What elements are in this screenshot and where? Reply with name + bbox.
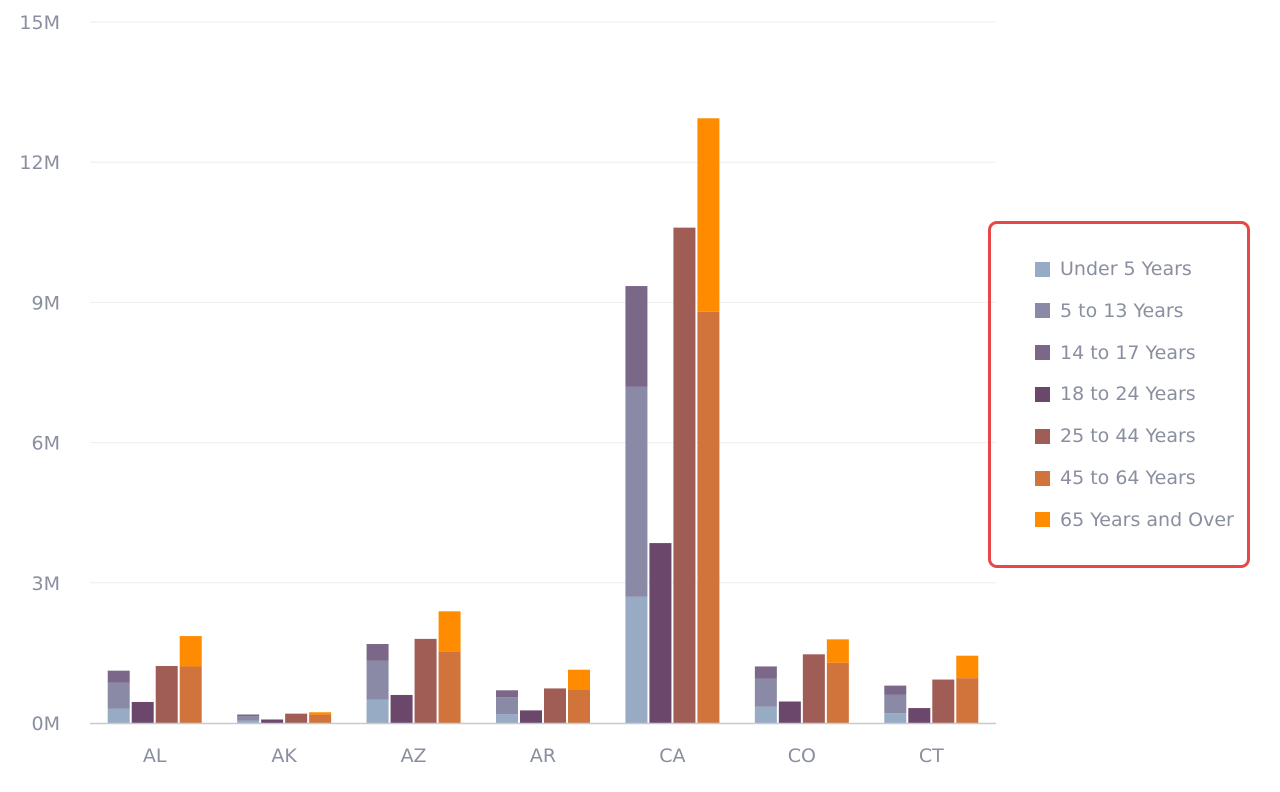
- bar-al-45-to-64-years: [179, 666, 202, 723]
- bar-ar-5-to-13-years: [496, 697, 518, 715]
- legend-label: 5 to 13 Years: [1060, 299, 1184, 322]
- legend-swatch: [1035, 345, 1050, 361]
- bar-az-65-years-and-over: [438, 611, 461, 652]
- y-tick-label: 6M: [32, 433, 60, 455]
- bar-az-under-5-years: [366, 699, 389, 723]
- bar-ct-under-5-years: [884, 713, 907, 723]
- bar-ar-65-years-and-over: [568, 669, 590, 690]
- x-tick-label: CO: [788, 745, 816, 767]
- bar-ct-14-to-17-years: [884, 685, 907, 695]
- bar-co-14-to-17-years: [754, 666, 777, 679]
- bar-co-65-years-and-over: [826, 639, 849, 663]
- bar-ct-65-years-and-over: [956, 655, 979, 679]
- legend-item[interactable]: 14 to 17 Years: [1035, 341, 1196, 365]
- x-tick-label: AK: [271, 745, 297, 767]
- bar-az-45-to-64-years: [438, 651, 461, 723]
- bar-ct-45-to-64-years: [956, 678, 979, 723]
- legend-item[interactable]: Under 5 Years: [1035, 257, 1192, 281]
- bar-ar-under-5-years: [496, 714, 518, 723]
- bar-ak-18-to-24-years: [261, 719, 284, 723]
- y-tick-label: 15M: [19, 12, 60, 34]
- legend-swatch: [1035, 428, 1050, 444]
- x-tick-label: CA: [659, 745, 685, 767]
- y-tick-label: 9M: [32, 292, 60, 314]
- legend-item[interactable]: 25 to 44 Years: [1035, 424, 1196, 448]
- legend-label: 18 to 24 Years: [1060, 383, 1196, 406]
- legend-item[interactable]: 45 to 64 Years: [1035, 466, 1196, 490]
- gridlines: [90, 21, 996, 584]
- legend-label: Under 5 Years: [1060, 258, 1192, 280]
- bar-ca-25-to-44-years: [673, 227, 696, 724]
- bar-ct-5-to-13-years: [884, 694, 907, 714]
- bar-ak-25-to-44-years: [285, 713, 308, 723]
- bar-ca-45-to-64-years: [697, 311, 720, 723]
- bar-al-18-to-24-years: [131, 701, 154, 723]
- legend-swatch: [1035, 470, 1050, 486]
- y-tick-label: 3M: [32, 573, 60, 595]
- bar-ak-under-5-years: [237, 720, 260, 723]
- y-tick-label: 0M: [32, 713, 60, 735]
- legend-label: 65 Years and Over: [1060, 508, 1234, 531]
- bar-ar-14-to-17-years: [496, 690, 518, 698]
- bar-al-14-to-17-years: [107, 670, 130, 683]
- bar-ca-65-years-and-over: [697, 118, 720, 312]
- x-tick-label: AL: [143, 745, 167, 767]
- bar-co-45-to-64-years: [826, 662, 849, 723]
- legend-swatch: [1035, 303, 1050, 319]
- legend-swatch: [1035, 512, 1050, 528]
- bar-ak-5-to-13-years: [237, 716, 260, 721]
- bar-ca-5-to-13-years: [625, 386, 648, 597]
- legend-label: 14 to 17 Years: [1060, 341, 1196, 364]
- bar-ak-65-years-and-over: [309, 712, 332, 715]
- bar-az-5-to-13-years: [366, 660, 389, 700]
- bar-ct-25-to-44-years: [932, 679, 955, 723]
- legend-item[interactable]: 65 Years and Over: [1035, 508, 1234, 532]
- bar-az-18-to-24-years: [390, 694, 413, 723]
- bar-ca-14-to-17-years: [625, 286, 648, 387]
- y-tick-label: 12M: [19, 152, 60, 174]
- bar-ak-14-to-17-years: [237, 714, 260, 717]
- bar-al-5-to-13-years: [107, 682, 130, 709]
- bar-al-under-5-years: [107, 708, 130, 723]
- x-axis-ticks: AL AK AZ AR CA CO CT: [143, 745, 944, 767]
- bar-ar-45-to-64-years: [568, 689, 590, 723]
- x-tick-label: AZ: [401, 745, 427, 767]
- bar-co-25-to-44-years: [802, 654, 825, 723]
- legend-item[interactable]: 18 to 24 Years: [1035, 382, 1196, 406]
- bar-ca-18-to-24-years: [649, 543, 672, 723]
- bar-co-18-to-24-years: [778, 701, 801, 723]
- bar-ct-18-to-24-years: [908, 708, 931, 723]
- bar-al-25-to-44-years: [155, 665, 178, 723]
- x-tick-label: CT: [919, 745, 944, 767]
- x-tick-label: AR: [530, 745, 556, 767]
- bar-ca-under-5-years: [625, 596, 648, 723]
- bars: [107, 118, 979, 724]
- legend-swatch: [1035, 386, 1050, 402]
- bar-az-14-to-17-years: [366, 644, 389, 661]
- bar-co-under-5-years: [754, 706, 777, 723]
- legend-label: 25 to 44 Years: [1060, 425, 1196, 448]
- legend-label: 45 to 64 Years: [1060, 467, 1196, 489]
- y-axis-ticks: 0M 3M 6M 9M 12M 15M: [19, 12, 60, 735]
- bar-co-5-to-13-years: [754, 678, 777, 707]
- bar-al-65-years-and-over: [179, 636, 202, 667]
- bar-az-25-to-44-years: [414, 638, 437, 723]
- legend-swatch: [1035, 261, 1050, 277]
- legend: Under 5 Years 5 to 13 Years 14 to 17 Years…: [988, 221, 1250, 568]
- bar-ar-18-to-24-years: [520, 710, 542, 723]
- bar-ak-45-to-64-years: [309, 714, 332, 723]
- legend-item[interactable]: 5 to 13 Years: [1035, 299, 1184, 323]
- bar-ar-25-to-44-years: [544, 688, 566, 723]
